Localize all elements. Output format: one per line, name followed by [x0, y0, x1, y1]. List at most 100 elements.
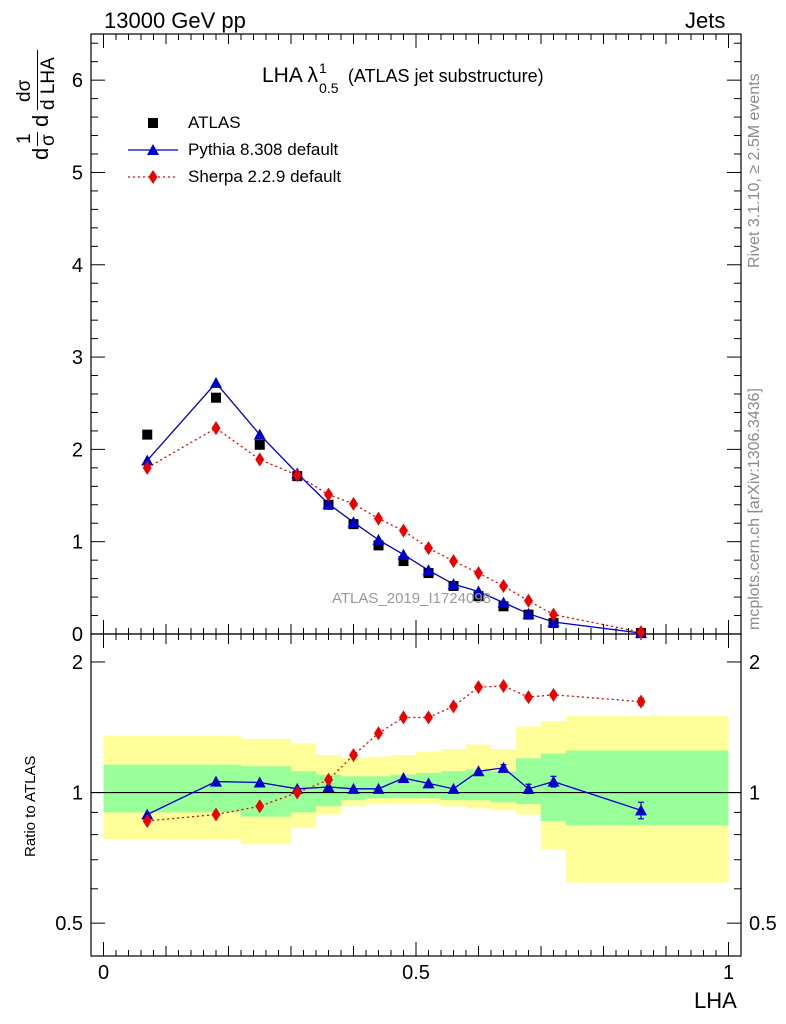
pythia-point	[497, 596, 510, 608]
pythia-ratio-point	[253, 776, 266, 788]
legend-atlas-label: ATLAS	[188, 113, 241, 132]
sherpa-point	[549, 607, 558, 622]
sherpa-point	[374, 511, 383, 526]
pythia-ratio-point	[547, 775, 560, 787]
ratio-bands	[103, 716, 729, 883]
pythia-point	[210, 376, 222, 388]
sherpa-ratio-point	[374, 726, 383, 741]
plot-title: LHA λ 1 0.5 (ATLAS jet substructure)	[262, 60, 544, 96]
pythia-ratio-point	[635, 804, 647, 816]
atlas-point	[211, 392, 221, 403]
main-y-tick-label: 3	[72, 347, 83, 369]
ratio-y-tick-label-left: 2	[72, 652, 83, 674]
legend-atlas-marker	[148, 118, 158, 128]
main-y-tick-label: 0	[72, 624, 83, 646]
sherpa-ratio-point	[211, 807, 221, 822]
legend-sherpa-marker	[148, 170, 158, 184]
main-y-tick-label: 2	[72, 439, 83, 461]
sherpa-ratio-point	[474, 680, 483, 695]
sherpa-point	[142, 460, 152, 475]
ratio-y-tick-label-left: 0.5	[55, 913, 83, 935]
main-y-tick-label: 5	[72, 162, 83, 184]
sherpa-point	[636, 625, 646, 640]
pythia-ratio-point	[347, 782, 360, 794]
plot-title-sub: 0.5	[319, 80, 339, 96]
sherpa-point	[349, 496, 358, 511]
sherpa-ratio-point	[255, 799, 265, 814]
sherpa-ratio-point	[349, 748, 358, 763]
ratio-y-tick-label-right: 1	[749, 783, 760, 805]
x-tick-label: 1	[723, 962, 734, 984]
ratio-band-inner	[566, 750, 729, 826]
sherpa-ratio-point	[424, 710, 433, 725]
x-axis-label: LHA	[694, 988, 737, 1013]
sherpa-ratio-point	[549, 687, 558, 702]
pythia-point	[422, 564, 435, 576]
sherpa-point	[449, 554, 458, 569]
atlas-point	[254, 439, 265, 450]
pythia-point	[397, 548, 410, 560]
pythia-ratio-point	[472, 765, 485, 777]
sherpa-ratio-point	[292, 785, 302, 800]
pythia-ratio-point	[522, 782, 535, 794]
pythia-point	[347, 516, 360, 528]
sherpa-point	[499, 579, 508, 593]
pythia-ratio-point	[447, 782, 460, 794]
pythia-point	[322, 497, 335, 509]
legend-sherpa-label: Sherpa 2.2.9 default	[188, 167, 342, 186]
x-tick-label: 0	[98, 962, 109, 984]
ratio-y-tick-label-left: 1	[72, 783, 83, 805]
ratio-y-axis-label: Ratio to ATLAS	[22, 755, 39, 857]
ylabel-d1: d	[28, 147, 53, 160]
ylabel-d2: d	[28, 114, 53, 127]
pythia-point	[141, 454, 154, 466]
mcplots-label: mcplots.cern.ch [arXiv:1306.3436]	[746, 388, 763, 630]
sherpa-ratio-point	[142, 813, 152, 828]
sherpa-line	[146, 427, 642, 633]
main-y-tick-label: 1	[72, 532, 83, 554]
ylabel-n1: 1	[14, 133, 35, 144]
header-process: 13000 GeV pp	[104, 8, 246, 33]
x-tick-label: 0.5	[402, 962, 430, 984]
atlas-point	[142, 429, 153, 440]
pythia-point	[522, 607, 535, 619]
sherpa-point	[524, 593, 533, 608]
ylabel-s1: σ	[38, 134, 59, 146]
ratio-y-tick-label-right: 2	[749, 652, 760, 674]
sherpa-point	[399, 523, 408, 538]
pythia-ratio-point	[422, 777, 435, 789]
sherpa-ratio-point	[324, 772, 333, 787]
header-category: Jets	[685, 8, 726, 33]
ratio-band-inner	[491, 771, 516, 803]
ratio-y-tick-label-right: 0.5	[749, 913, 777, 935]
ratio-band-inner	[103, 764, 241, 813]
sherpa-point	[292, 468, 302, 483]
pythia-point	[372, 533, 385, 545]
pythia-point	[447, 578, 460, 590]
rivet-label: Rivet 3.1.10, ≥ 2.5M events	[746, 73, 763, 268]
atlas-point	[373, 540, 384, 551]
legend-pythia-marker	[147, 144, 159, 155]
main-y-tick-label: 4	[72, 255, 83, 277]
sherpa-ratio-point	[636, 694, 646, 709]
pythia-ratio-point	[497, 761, 510, 773]
pythia-point	[253, 428, 266, 440]
sherpa-point	[324, 487, 333, 502]
main-y-tick-label: 6	[72, 70, 83, 92]
plot-title-suffix: (ATLAS jet substructure)	[347, 66, 544, 86]
ratio-band-inner	[241, 766, 291, 817]
sherpa-ratio-point	[449, 699, 458, 714]
sherpa-ratio-point	[524, 690, 533, 705]
atlas-point	[398, 556, 409, 567]
sherpa-point	[424, 541, 433, 556]
sherpa-ratio-point	[499, 679, 508, 694]
pythia-point	[472, 585, 485, 597]
ylabel-den: d LHA	[38, 57, 59, 110]
pythia-ratio-point	[397, 772, 410, 784]
pythia-ratio-point	[210, 775, 222, 787]
sherpa-point	[474, 566, 483, 581]
sherpa-ratio-point	[399, 710, 408, 725]
ylabel-n2: dσ	[14, 79, 35, 102]
main-y-axis-label: d 1 σ d dσ d LHA	[14, 20, 64, 160]
